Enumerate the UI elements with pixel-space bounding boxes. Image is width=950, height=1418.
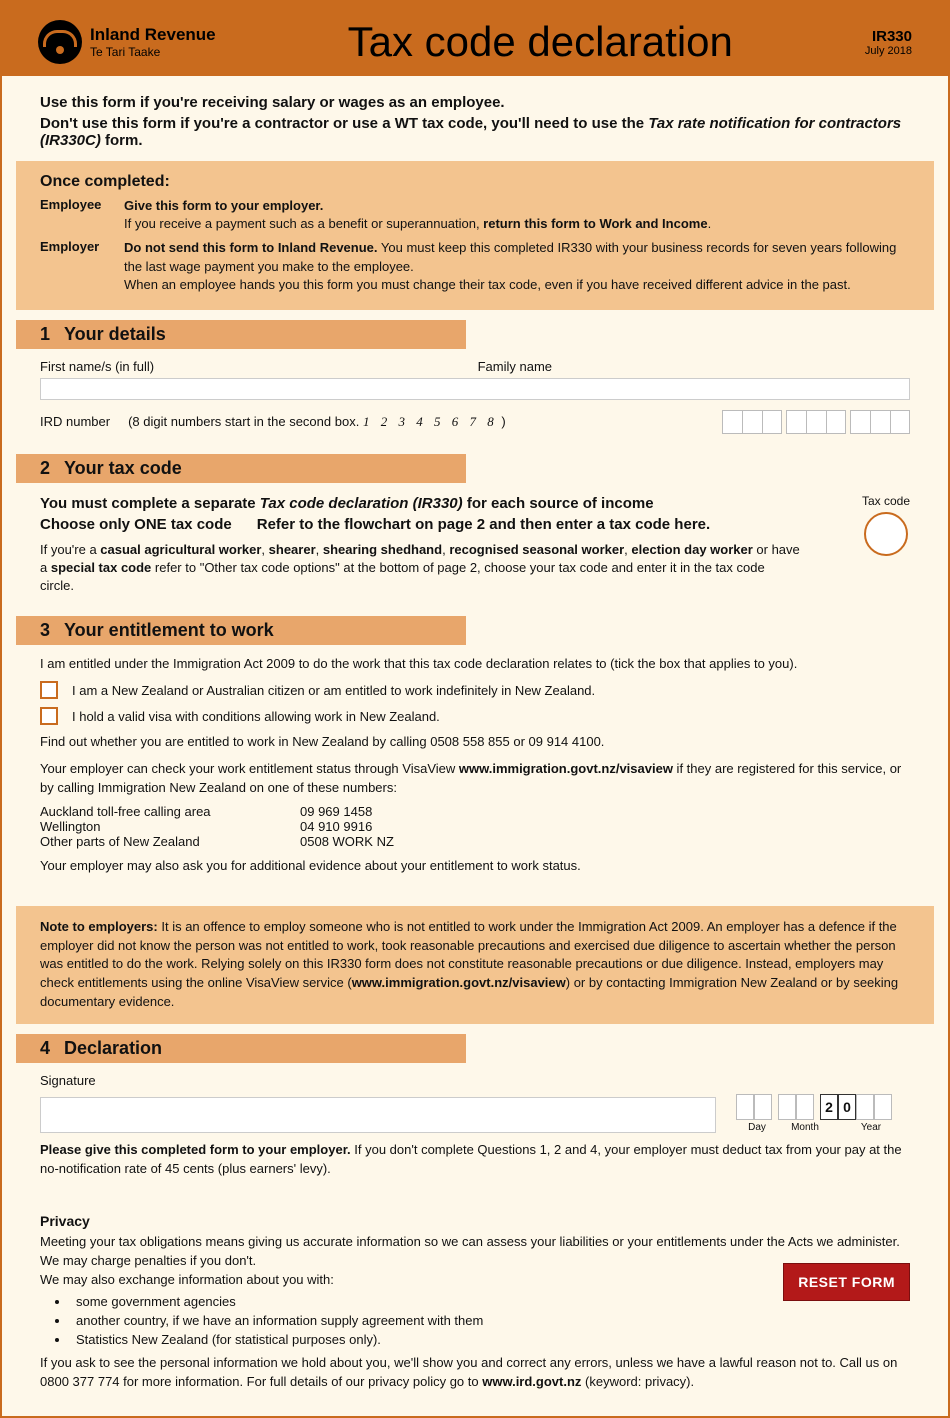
section4-num: 4 (40, 1038, 50, 1059)
form-id: IR330 (865, 28, 912, 45)
employer-text1a: Do not send this form to Inland Revenue. (124, 240, 378, 255)
intro-block: Use this form if you're receiving salary… (2, 76, 948, 161)
form-date: July 2018 (865, 45, 912, 57)
signature-label: Signature (40, 1073, 910, 1088)
s3-findout: Find out whether you are entitled to wor… (40, 733, 910, 752)
s3-check2: I hold a valid visa with conditions allo… (72, 709, 440, 724)
employer-label: Employer (40, 239, 116, 254)
ird-logo-icon (38, 20, 82, 64)
tax-code-entry: Tax code (862, 494, 910, 556)
s2-p3a: If you're a (40, 542, 100, 557)
instructions-box: Once completed: Employee Give this form … (16, 161, 934, 310)
ird-number-input[interactable] (722, 410, 910, 434)
ird-example: 1 2 3 4 5 6 7 8 (363, 414, 498, 429)
year-prefill-1: 2 (820, 1094, 838, 1120)
intro-line2: Don't use this form if you're a contract… (40, 115, 910, 149)
privacy-section: Privacy Meeting your tax obligations mea… (2, 1199, 948, 1416)
privacy-p3: If you ask to see the personal informati… (40, 1355, 897, 1389)
s2-p3e: , (316, 542, 323, 557)
section4-title: Declaration (64, 1038, 162, 1059)
section2-title: Your tax code (64, 458, 182, 479)
ird-hint-close: ) (501, 414, 505, 429)
form-id-block: IR330 July 2018 (865, 28, 912, 57)
phone1-label: Auckland toll-free calling area (40, 804, 300, 819)
phone3-label: Other parts of New Zealand (40, 834, 300, 849)
privacy-title: Privacy (40, 1211, 910, 1231)
s3-empcheck-a: Your employer can check your work entitl… (40, 761, 459, 776)
tax-code-circle-input[interactable] (864, 512, 908, 556)
s2-p3h: recognised seasonal worker (449, 542, 624, 557)
tax-code-label: Tax code (862, 494, 910, 508)
header-bar: Inland Revenue Te Tari Taake Tax code de… (0, 0, 950, 76)
ird-label: IRD number (40, 414, 110, 429)
employer-note-box: Note to employers: It is an offence to e… (16, 906, 934, 1024)
s3-check1: I am a New Zealand or Australian citizen… (72, 683, 595, 698)
employee-text1: Give this form to your employer. (124, 198, 323, 213)
employer-text2: When an employee hands you this form you… (124, 277, 851, 292)
phone2-num: 04 910 9916 (300, 819, 372, 834)
intro-text-a: Don't use this form if you're a contract… (40, 115, 648, 132)
section1-title: Your details (64, 324, 166, 345)
s2-p3d: shearer (269, 542, 316, 557)
s2-p3b: casual agricultural worker (100, 542, 261, 557)
s3-ask-evidence: Your employer may also ask you for addit… (40, 857, 910, 876)
phone1-num: 09 969 1458 (300, 804, 372, 819)
day-label: Day (736, 1122, 778, 1133)
signature-input[interactable] (40, 1097, 716, 1133)
logo-area: Inland Revenue Te Tari Taake (38, 20, 216, 64)
s2-para1b: Tax code declaration (IR330) (260, 495, 463, 512)
phone2-label: Wellington (40, 819, 300, 834)
section3-title: Your entitlement to work (64, 620, 274, 641)
note-text-b: www.immigration.govt.nz/visaview (352, 975, 566, 990)
page-title: Tax code declaration (216, 18, 865, 66)
section3-heading: 3 Your entitlement to work (16, 616, 934, 645)
intro-line1: Use this form if you're receiving salary… (40, 94, 910, 111)
privacy-p2: We may also exchange information about y… (40, 1271, 910, 1290)
section2-num: 2 (40, 458, 50, 479)
s2-p3f: shearing shedhand (323, 542, 442, 557)
section4-heading: 4 Declaration (16, 1034, 934, 1063)
org-subname: Te Tari Taake (90, 45, 216, 59)
date-input[interactable]: 2 0 (736, 1094, 892, 1120)
org-name: Inland Revenue (90, 25, 216, 45)
privacy-b3: Statistics New Zealand (for statistical … (70, 1331, 910, 1350)
employee-text2c: . (708, 216, 712, 231)
ird-hint: (8 digit numbers start in the second box… (128, 414, 359, 429)
privacy-p1: Meeting your tax obligations means givin… (40, 1233, 910, 1271)
section1-heading: 1 Your details (16, 320, 934, 349)
employee-text2a: If you receive a payment such as a benef… (124, 216, 483, 231)
section1-num: 1 (40, 324, 50, 345)
s2-p3l: special tax code (51, 560, 151, 575)
s2-para1c: for each source of income (463, 495, 654, 512)
s3-intro: I am entitled under the Immigration Act … (40, 655, 910, 674)
month-label: Month (784, 1122, 826, 1133)
s2-para1a: You must complete a separate (40, 495, 260, 512)
section3-num: 3 (40, 620, 50, 641)
instructions-title: Once completed: (40, 173, 910, 191)
note-label: Note to employers: (40, 919, 158, 934)
s3-empcheck-b: www.immigration.govt.nz/visaview (459, 761, 673, 776)
employee-text2b: return this form to Work and Income (483, 216, 707, 231)
s2-p3j: election day worker (631, 542, 752, 557)
please-give-a: Please give this completed form to your … (40, 1142, 351, 1157)
employee-label: Employee (40, 197, 116, 212)
intro-text-c: form. (101, 132, 143, 149)
s2-para2b: Refer to the flowchart on page 2 and the… (257, 516, 710, 533)
phone3-num: 0508 WORK NZ (300, 834, 394, 849)
name-input[interactable] (40, 378, 910, 400)
checkbox-nz-citizen[interactable] (40, 681, 58, 699)
family-name-label: Family name (478, 359, 896, 374)
s2-para2a: Choose only ONE tax code (40, 516, 232, 533)
checkbox-valid-visa[interactable] (40, 707, 58, 725)
reset-form-button[interactable]: RESET FORM (783, 1263, 910, 1301)
year-label: Year (832, 1122, 910, 1133)
s2-p3c: , (261, 542, 268, 557)
section2-heading: 2 Your tax code (16, 454, 934, 483)
privacy-b2: another country, if we have an informati… (70, 1312, 910, 1331)
first-name-label: First name/s (in full) (40, 359, 458, 374)
privacy-p3b: www.ird.govt.nz (482, 1374, 581, 1389)
privacy-p3c: (keyword: privacy). (581, 1374, 694, 1389)
year-prefill-2: 0 (838, 1094, 856, 1120)
